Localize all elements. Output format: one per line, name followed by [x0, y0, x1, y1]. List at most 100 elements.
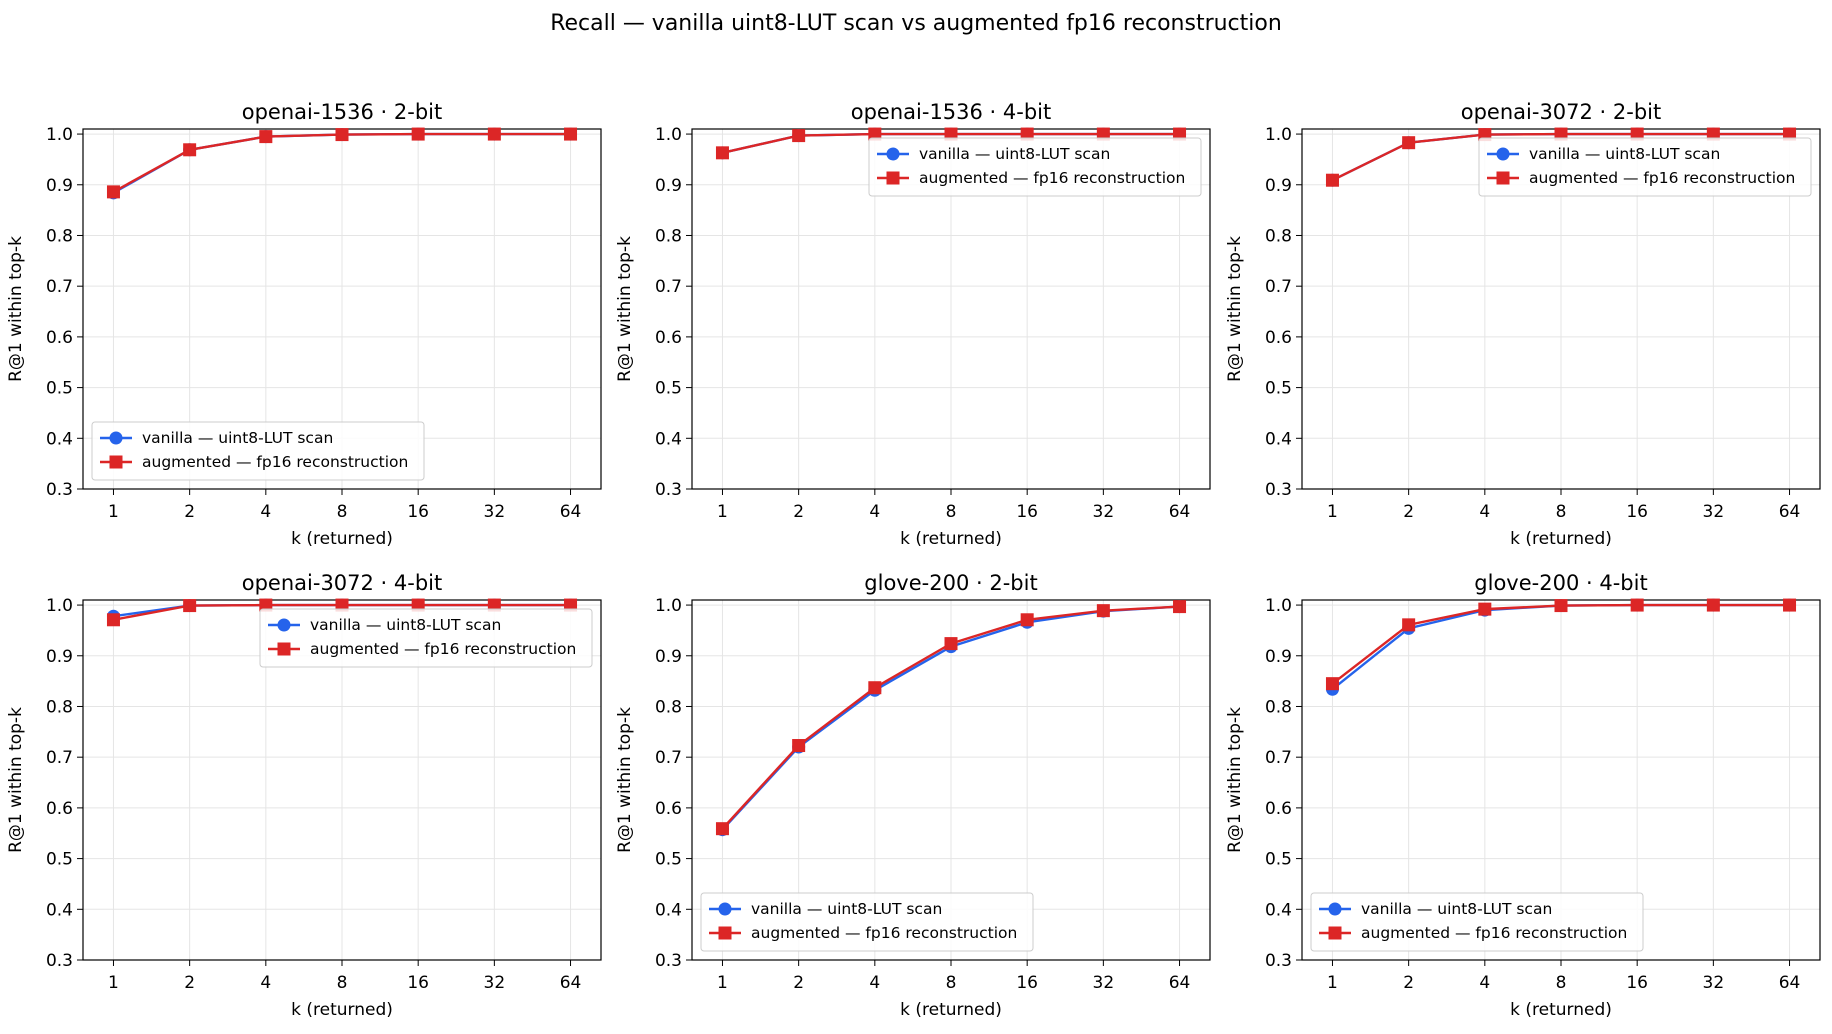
data-point — [335, 598, 349, 612]
legend: vanilla — uint8-LUT scan augmented — fp16… — [1478, 137, 1812, 197]
figure-suptitle: Recall — vanilla uint8-LUT scan vs augme… — [550, 11, 1282, 36]
y-tick-label: 0.8 — [1265, 697, 1292, 717]
x-tick-label: 4 — [869, 973, 880, 993]
data-point — [868, 681, 882, 695]
x-tick-label: 64 — [1779, 502, 1801, 522]
data-point — [868, 127, 882, 141]
x-tick-label: 1 — [108, 502, 119, 522]
data-point — [564, 598, 578, 612]
x-tick-label: 16 — [1626, 973, 1648, 993]
legend-box — [1310, 892, 1644, 952]
legend-entry: vanilla — uint8-LUT scan — [1361, 900, 1552, 918]
data-point — [487, 127, 501, 141]
y-tick-label: 1.0 — [655, 596, 682, 616]
legend-swatch-marker — [109, 431, 123, 445]
data-point — [411, 127, 425, 141]
data-point — [715, 146, 729, 160]
data-point — [1020, 613, 1034, 627]
data-point — [1096, 127, 1110, 141]
subplot-title: glove-200 · 2-bit — [864, 571, 1037, 595]
legend-box — [259, 608, 593, 668]
y-tick-label: 0.3 — [1265, 951, 1292, 971]
y-tick-label: 1.0 — [46, 125, 73, 145]
y-tick-label: 0.5 — [1265, 850, 1292, 870]
x-tick-label: 32 — [484, 502, 506, 522]
x-tick-label: 4 — [260, 502, 271, 522]
legend-entry: vanilla — uint8-LUT scan — [919, 145, 1110, 163]
y-tick-label: 0.3 — [46, 480, 73, 500]
data-point — [944, 127, 958, 141]
data-point — [1554, 127, 1568, 141]
data-point — [715, 822, 729, 836]
data-point — [1402, 618, 1416, 632]
subplot-6: 0.3 0.4 0.5 0.6 0.7 0.8 0.9 1.0 1 2 4 8 16 32 64 glove-… — [1225, 571, 1821, 1020]
data-point — [335, 128, 349, 142]
y-tick-label: 0.6 — [1265, 799, 1292, 819]
legend-swatch-marker — [886, 147, 900, 161]
legend-box — [700, 892, 1034, 952]
y-tick-label: 0.9 — [46, 647, 73, 667]
x-tick-label: 16 — [407, 502, 429, 522]
y-tick-label: 0.6 — [46, 799, 73, 819]
data-point — [487, 598, 501, 612]
legend-swatch-marker — [1328, 902, 1342, 916]
x-tick-label: 4 — [1479, 502, 1490, 522]
legend: vanilla — uint8-LUT scan augmented — fp16… — [91, 421, 425, 481]
x-axis-label: k (returned) — [291, 1000, 393, 1020]
legend-swatch-marker — [1496, 147, 1510, 161]
data-point — [944, 637, 958, 651]
y-tick-label: 0.3 — [1265, 480, 1292, 500]
x-tick-label: 64 — [1169, 502, 1191, 522]
y-tick-label: 0.8 — [1265, 226, 1292, 246]
y-tick-label: 0.4 — [1265, 900, 1292, 920]
subplot-title: glove-200 · 4-bit — [1474, 571, 1647, 595]
subplot-3: 0.3 0.4 0.5 0.6 0.7 0.8 0.9 1.0 1 2 4 8 16 32 64 openai… — [1225, 100, 1821, 549]
y-axis-label: R@1 within top-k — [615, 707, 635, 853]
x-tick-label: 8 — [946, 502, 957, 522]
legend-swatch-marker — [1328, 926, 1342, 940]
y-tick-label: 0.7 — [46, 748, 73, 768]
y-tick-label: 0.6 — [1265, 328, 1292, 348]
data-point — [1402, 136, 1416, 150]
y-tick-label: 0.8 — [46, 697, 73, 717]
x-tick-label: 64 — [1779, 973, 1801, 993]
legend-entry: augmented — fp16 reconstruction — [142, 453, 408, 471]
x-tick-label: 32 — [1703, 502, 1725, 522]
legend-entry: augmented — fp16 reconstruction — [919, 169, 1185, 187]
x-tick-label: 4 — [1479, 973, 1490, 993]
subplot-title: openai-1536 · 4-bit — [851, 100, 1052, 124]
y-axis-label: R@1 within top-k — [1225, 236, 1245, 382]
x-tick-label: 8 — [337, 973, 348, 993]
series-augmented — [715, 127, 1187, 160]
legend-swatch-marker — [277, 642, 291, 656]
x-tick-label: 2 — [184, 973, 195, 993]
y-axis-label: R@1 within top-k — [6, 707, 26, 853]
legend: vanilla — uint8-LUT scan augmented — fp16… — [1310, 892, 1644, 952]
subplot-1: 0.3 0.4 0.5 0.6 0.7 0.8 0.9 1.0 1 2 4 8 16 32 64 openai… — [6, 100, 602, 549]
y-tick-label: 0.6 — [46, 328, 73, 348]
x-tick-label: 1 — [1327, 973, 1338, 993]
data-point — [1173, 127, 1187, 141]
subplot-title: openai-1536 · 2-bit — [242, 100, 443, 124]
data-point — [1020, 127, 1034, 141]
y-tick-label: 0.3 — [655, 480, 682, 500]
x-tick-label: 8 — [946, 973, 957, 993]
y-tick-label: 1.0 — [1265, 596, 1292, 616]
legend-entry: vanilla — uint8-LUT scan — [142, 429, 333, 447]
legend-entry: augmented — fp16 reconstruction — [751, 924, 1017, 942]
legend-swatch-marker — [109, 455, 123, 469]
y-tick-label: 0.6 — [655, 799, 682, 819]
series-augmented — [715, 600, 1187, 836]
data-point — [1173, 600, 1187, 614]
data-point — [1096, 604, 1110, 618]
y-tick-label: 0.6 — [655, 328, 682, 348]
subplot-4: 0.3 0.4 0.5 0.6 0.7 0.8 0.9 1.0 1 2 4 8 16 32 64 openai… — [6, 571, 602, 1020]
legend-swatch-marker — [718, 902, 732, 916]
y-tick-label: 1.0 — [655, 125, 682, 145]
legend-entry: augmented — fp16 reconstruction — [1361, 924, 1627, 942]
x-tick-label: 1 — [717, 502, 728, 522]
y-axis-label: R@1 within top-k — [1225, 707, 1245, 853]
y-tick-label: 0.5 — [655, 850, 682, 870]
legend-entry: vanilla — uint8-LUT scan — [310, 616, 501, 634]
x-tick-label: 64 — [1169, 973, 1191, 993]
